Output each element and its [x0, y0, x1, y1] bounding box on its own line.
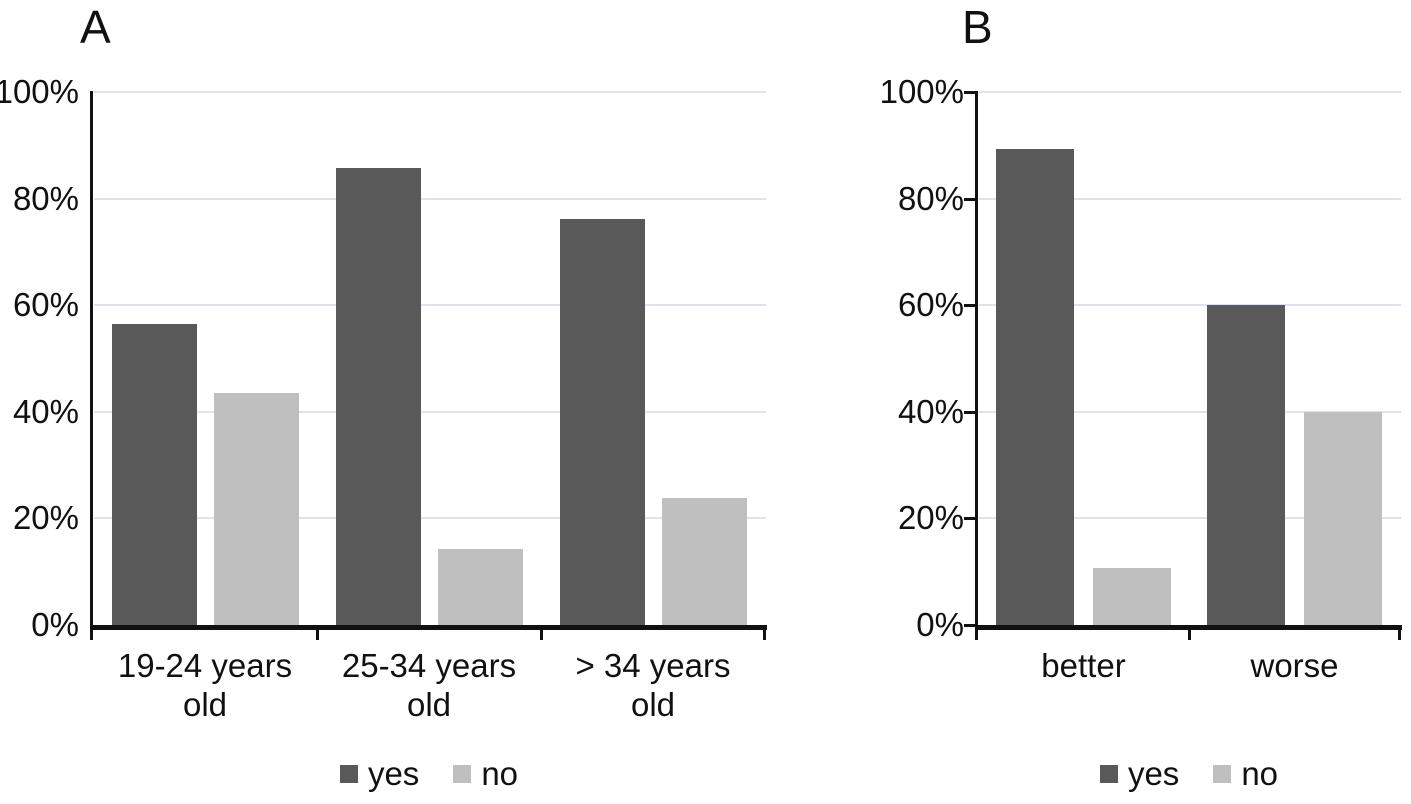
x-axis-line: [975, 625, 1402, 630]
legend-label-yes: yes: [1127, 755, 1180, 792]
y-axis-label: 40%: [12, 392, 79, 430]
y-axis-label: 100%: [879, 73, 964, 110]
legend-swatch-no: [1213, 765, 1232, 783]
bar-yes: [111, 323, 197, 625]
gridline: [979, 304, 1401, 307]
legend-item-yes: yes: [339, 754, 420, 794]
bar-no: [1093, 567, 1171, 625]
gridline: [94, 517, 766, 520]
bar-no: [213, 393, 299, 625]
panel-label-b: B: [962, 1, 993, 53]
gridline: [979, 91, 1401, 93]
legend-item-no: no: [453, 754, 518, 794]
y-axis-label: 0%: [31, 606, 79, 643]
x-axis-label: worse: [1250, 647, 1339, 684]
y-axis-label: 20%: [897, 499, 964, 537]
x-axis-label: better: [1041, 647, 1126, 684]
bar-chart-b: 0% 20% 40% 60% 80% 100% better worse yes no: [850, 0, 1411, 804]
y-axis-line: [975, 91, 978, 630]
y-axis-tick: [964, 197, 975, 201]
bar-no: [437, 548, 523, 625]
y-axis-label: 60%: [12, 286, 79, 324]
bar-chart-a: 0% 20% 40% 60% 80% 100% 19-24 years old 25-34 y…: [0, 73, 767, 796]
x-axis-tick: [1188, 630, 1191, 640]
bar-yes: [559, 218, 645, 625]
x-axis-tick: [975, 630, 978, 640]
y-axis-label: 80%: [12, 179, 79, 217]
gridline: [94, 197, 766, 200]
y-axis-label: 20%: [12, 499, 79, 537]
x-axis-tick: [540, 630, 543, 640]
bar-no: [1304, 411, 1382, 625]
panel-label-a: A: [80, 1, 111, 53]
legend-label-no: no: [481, 755, 519, 792]
legend-swatch-no: [453, 765, 472, 783]
gridline: [979, 197, 1401, 200]
gridline: [94, 91, 766, 93]
y-axis-tick: [964, 410, 975, 414]
x-axis-tick: [763, 630, 766, 640]
legend-label-no: no: [1241, 755, 1279, 792]
x-axis-label: > 34 years old: [575, 647, 731, 723]
legend: yes no: [978, 752, 1400, 796]
y-axis-label: 100%: [0, 73, 79, 110]
y-axis-label: 40%: [897, 392, 964, 430]
x-axis-tick: [316, 630, 319, 640]
y-axis-label: 60%: [897, 286, 964, 324]
legend-swatch-yes: [1099, 765, 1118, 783]
y-axis-tick: [964, 304, 975, 308]
gridline: [979, 410, 1401, 413]
bar-yes: [996, 149, 1074, 625]
x-axis-tick: [1398, 630, 1401, 640]
legend-swatch-yes: [339, 765, 358, 783]
legend-item-no: no: [1213, 754, 1278, 794]
gridline: [94, 410, 766, 413]
bar-yes: [335, 168, 421, 625]
bar-yes: [1207, 305, 1285, 625]
y-axis-tick: [964, 91, 975, 94]
legend-item-yes: yes: [1099, 754, 1180, 794]
x-axis-line: [90, 625, 767, 630]
gridline: [94, 304, 766, 307]
chart-panel-b: B 0% 20% 40% 60% 80% 100% better worse yes no: [850, 0, 1411, 804]
x-axis-tick: [90, 630, 93, 640]
chart-panel-a: A 0% 20% 40% 60% 80% 100% 19-24 years old 25-34…: [0, 1, 767, 796]
x-axis-label: 25-34 years old: [341, 647, 517, 723]
x-axis-label: 19-24 years old: [117, 647, 293, 723]
gridline: [979, 517, 1401, 520]
y-axis-label: 80%: [897, 179, 964, 217]
legend-label-yes: yes: [367, 755, 420, 792]
y-axis-tick: [964, 517, 975, 521]
y-axis-label: 0%: [916, 606, 964, 643]
bar-no: [661, 498, 747, 625]
y-axis-tick: [964, 624, 975, 627]
legend: yes no: [93, 752, 765, 796]
y-axis-line: [90, 91, 93, 630]
